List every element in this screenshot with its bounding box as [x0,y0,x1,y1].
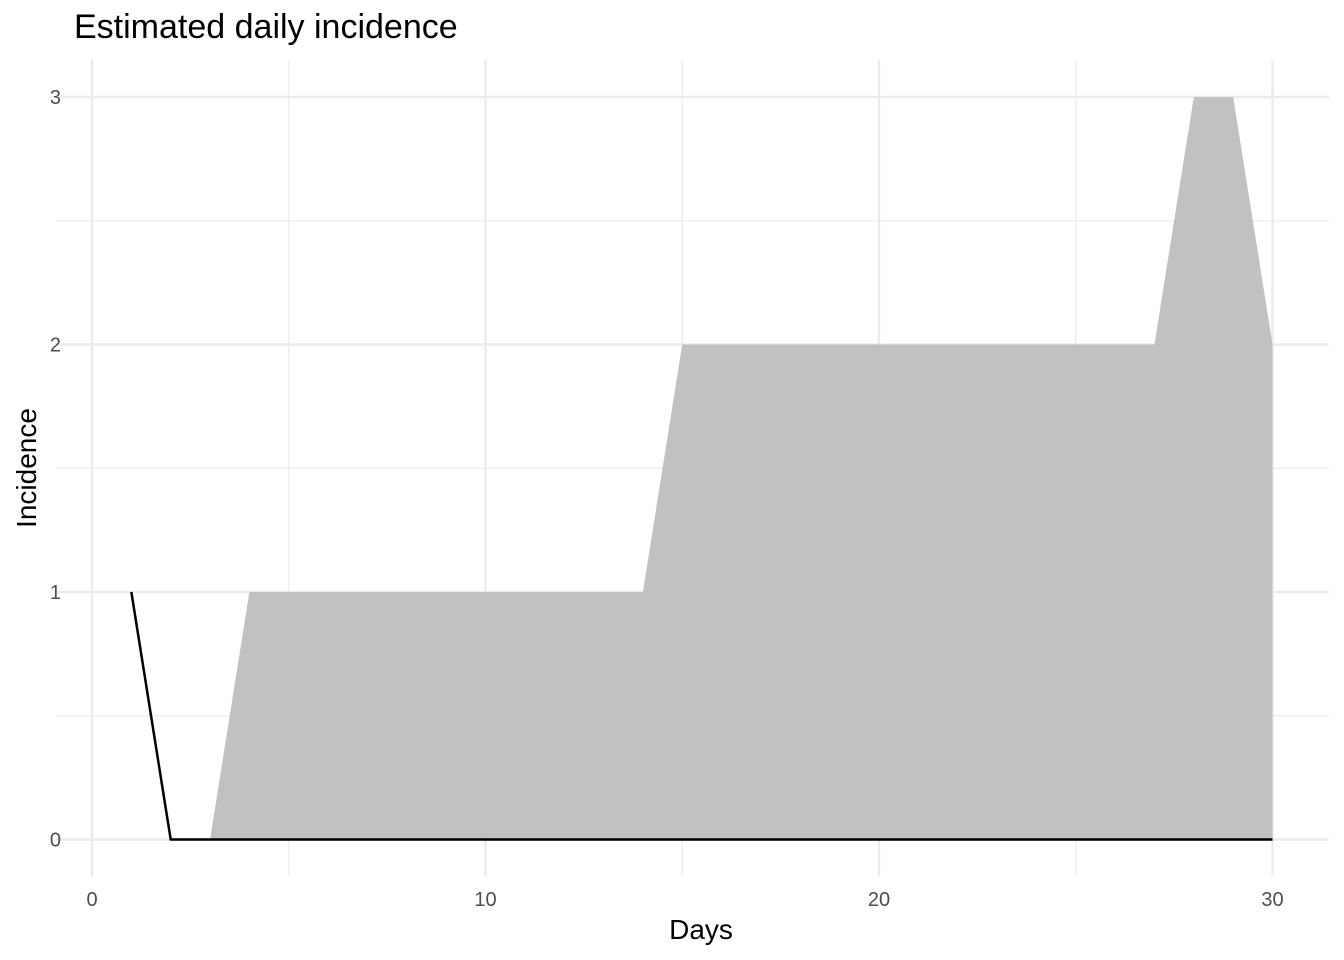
x-axis-title: Days [669,914,733,945]
y-tick-label: 0 [50,830,61,852]
y-tick-label: 1 [50,582,61,604]
x-tick-label: 0 [86,889,97,911]
x-tick-label: 10 [474,889,496,911]
y-tick-labels: 0 1 2 3 [50,87,61,852]
y-axis-title: Incidence [11,408,42,528]
confidence-ribbon [131,97,1273,840]
ribbon-layer [131,97,1273,840]
x-tick-label: 20 [868,889,890,911]
x-tick-label: 30 [1261,889,1283,911]
chart-title: Estimated daily incidence [74,8,458,46]
line-layer [130,591,1273,841]
y-tick-label: 2 [50,335,61,357]
x-tick-labels: 0 10 20 30 [86,889,1283,911]
incidence-line [130,591,1273,841]
y-tick-label: 3 [50,87,61,109]
